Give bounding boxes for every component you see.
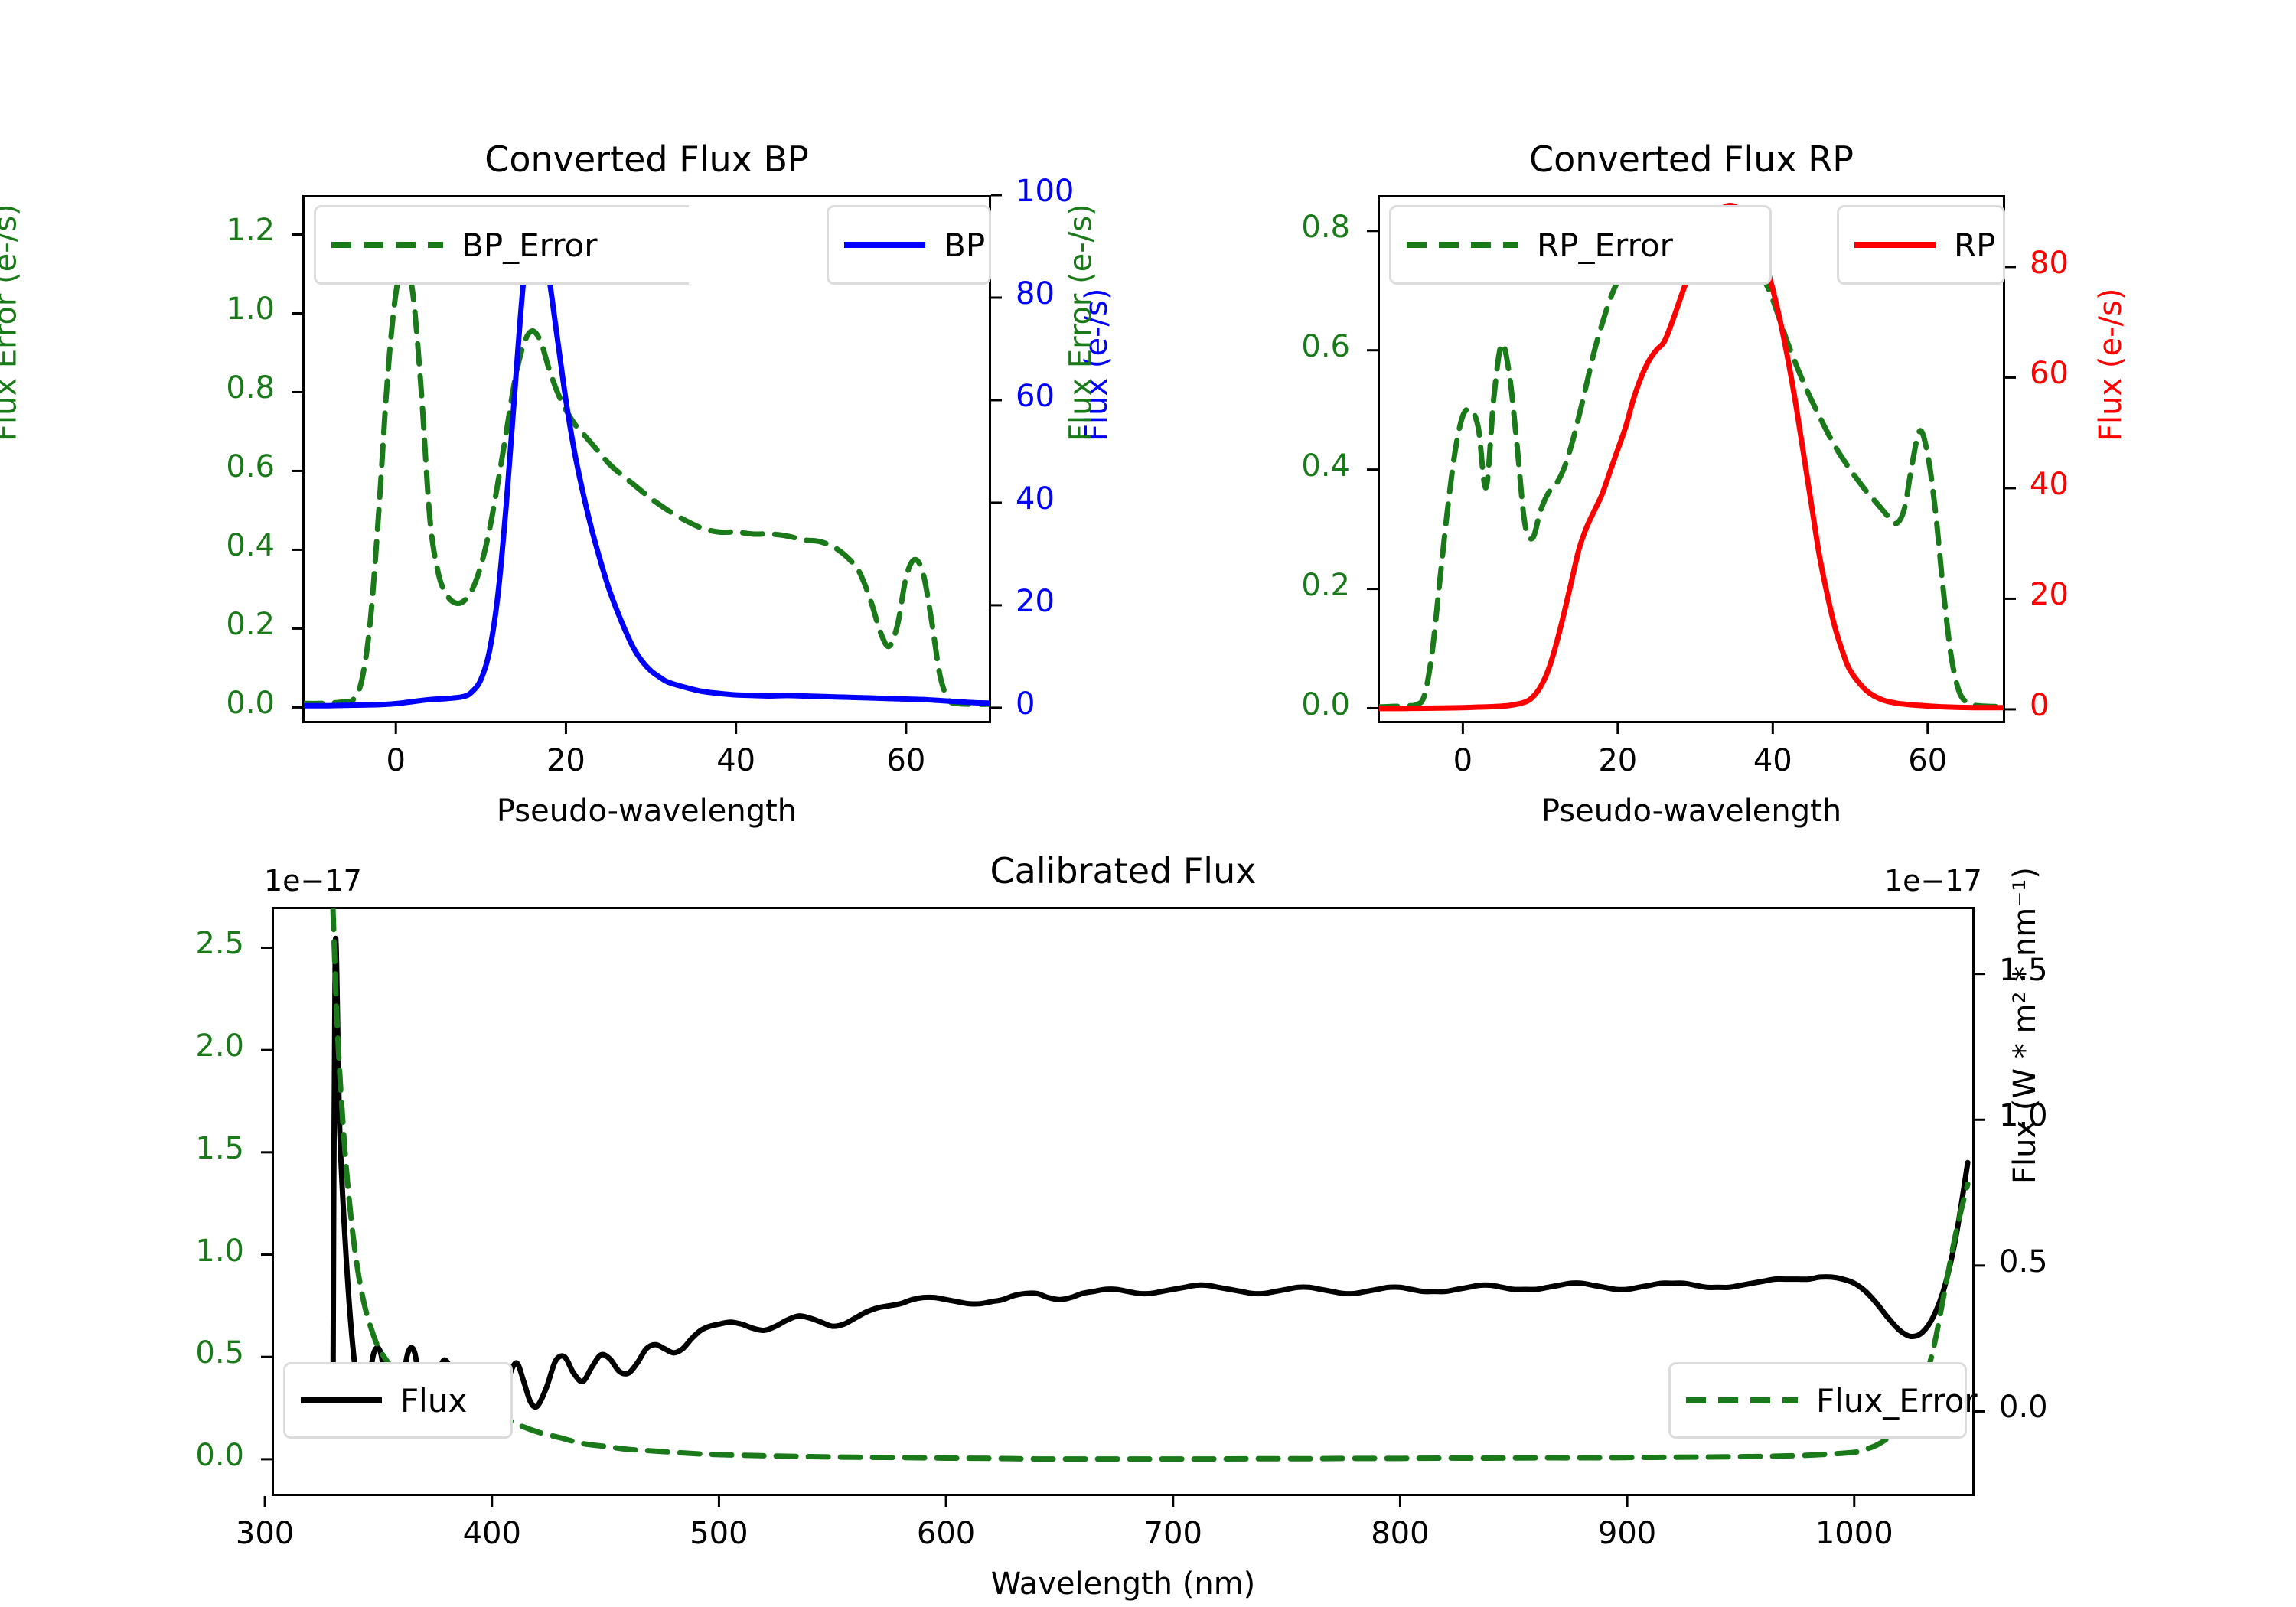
ytick-left-bp-5: 1.0	[226, 292, 275, 328]
xaxis-label-rp: Pseudo-wavelength	[1541, 794, 1842, 829]
yaxis-offset-right-calib: 1e−17	[1884, 864, 1982, 898]
ytick-left-bp-4: 0.8	[226, 370, 275, 406]
ytick-left-bp-2: 0.4	[226, 528, 275, 564]
ytick-right-bp-5: 100	[1016, 174, 1075, 209]
ytick-right-rp-1: 20	[2030, 577, 2069, 613]
xtick-bp-1: 20	[546, 743, 585, 778]
ytick-left-bp-3: 0.6	[226, 449, 275, 485]
xtick-rp-3: 60	[1908, 743, 1948, 778]
ytick-left-rp-0: 0.0	[1301, 686, 1350, 722]
xtick-bp-0: 0	[386, 743, 406, 778]
ytick-right-rp-2: 40	[2030, 466, 2069, 502]
ytick-right-rp-3: 60	[2030, 356, 2069, 392]
legend-bp-error-clip: BP_Error	[314, 200, 689, 289]
yaxis-label-right-calib: Flux (W * m² * nm⁻¹)	[2007, 867, 2043, 1184]
ytick-left-rp-1: 0.2	[1301, 567, 1350, 603]
legend-flux[interactable]: Flux	[283, 1362, 513, 1439]
axes-frame-rp	[1378, 195, 2005, 723]
ytick-right-calib-0: 0.0	[1999, 1390, 2048, 1426]
ytick-right-bp-3: 60	[1016, 378, 1055, 414]
ytick-left-calib-4: 2.0	[195, 1028, 244, 1064]
ytick-left-calib-5: 2.5	[195, 926, 244, 962]
xtick-bp-3: 60	[886, 743, 926, 778]
xtick-calib-2: 500	[690, 1516, 748, 1551]
panel-title-calib: Calibrated Flux	[990, 850, 1257, 892]
axes-frame-bp	[302, 195, 991, 723]
legend-bp-error[interactable]: BP_Error	[314, 205, 689, 285]
xaxis-label-bp: Pseudo-wavelength	[496, 794, 797, 829]
legend-rp[interactable]: RP	[1837, 205, 2005, 285]
xtick-bp-2: 40	[716, 743, 756, 778]
ytick-right-bp-0: 0	[1016, 686, 1035, 722]
ytick-right-rp-4: 80	[2030, 245, 2069, 281]
series-bp	[304, 212, 990, 709]
legend-label-bp: BP	[944, 226, 986, 264]
yaxis-offset-left-calib: 1e−17	[264, 864, 362, 898]
axes-frame-calib	[272, 907, 1975, 1496]
ytick-left-calib-0: 0.0	[195, 1437, 244, 1473]
ytick-left-calib-1: 0.5	[195, 1335, 244, 1371]
xtick-calib-5: 800	[1371, 1516, 1430, 1551]
legend-flux-error[interactable]: Flux_Error	[1668, 1362, 1978, 1439]
ytick-right-bp-2: 40	[1016, 481, 1055, 517]
xtick-calib-6: 900	[1597, 1516, 1657, 1551]
legend-label-rp-error: RP_Error	[1537, 226, 1673, 264]
ytick-left-calib-2: 1.0	[195, 1233, 244, 1269]
xtick-calib-0: 300	[235, 1516, 295, 1551]
ytick-right-bp-1: 20	[1016, 583, 1055, 619]
xtick-calib-4: 700	[1143, 1516, 1202, 1551]
legend-label-bp-error: BP_Error	[461, 226, 598, 264]
xtick-rp-2: 40	[1753, 743, 1792, 778]
legend-bp[interactable]: BP	[827, 205, 991, 285]
ytick-left-rp-4: 0.8	[1301, 209, 1350, 245]
xaxis-label-calib: Wavelength (nm)	[990, 1566, 1256, 1602]
xtick-calib-1: 400	[462, 1516, 521, 1551]
ytick-left-rp-3: 0.6	[1301, 328, 1350, 364]
legend-label-rp: RP	[1954, 226, 1996, 264]
ytick-right-rp-0: 0	[2030, 687, 2050, 723]
legend-label-flux-error: Flux_Error	[1816, 1381, 1978, 1420]
ytick-right-calib-3: 1.5	[1999, 952, 2048, 988]
ytick-left-bp-0: 0.0	[226, 686, 275, 722]
xtick-calib-3: 600	[916, 1516, 976, 1551]
ytick-left-calib-3: 1.5	[195, 1130, 244, 1166]
ytick-left-bp-1: 0.2	[226, 607, 275, 643]
xtick-calib-7: 1000	[1815, 1516, 1893, 1551]
ytick-left-rp-2: 0.4	[1301, 448, 1350, 484]
ytick-right-bp-4: 80	[1016, 275, 1055, 311]
ytick-right-calib-2: 1.0	[1999, 1098, 2048, 1134]
legend-label-flux: Flux	[400, 1381, 468, 1420]
ytick-right-calib-1: 0.5	[1999, 1244, 2048, 1279]
ytick-left-bp-6: 1.2	[226, 213, 275, 249]
legend-rp-error[interactable]: RP_Error	[1389, 205, 1772, 285]
xtick-rp-1: 20	[1598, 743, 1638, 778]
panel-title-bp: Converted Flux BP	[484, 139, 809, 180]
xtick-rp-0: 0	[1453, 743, 1473, 778]
panel-title-rp: Converted Flux RP	[1529, 139, 1854, 180]
